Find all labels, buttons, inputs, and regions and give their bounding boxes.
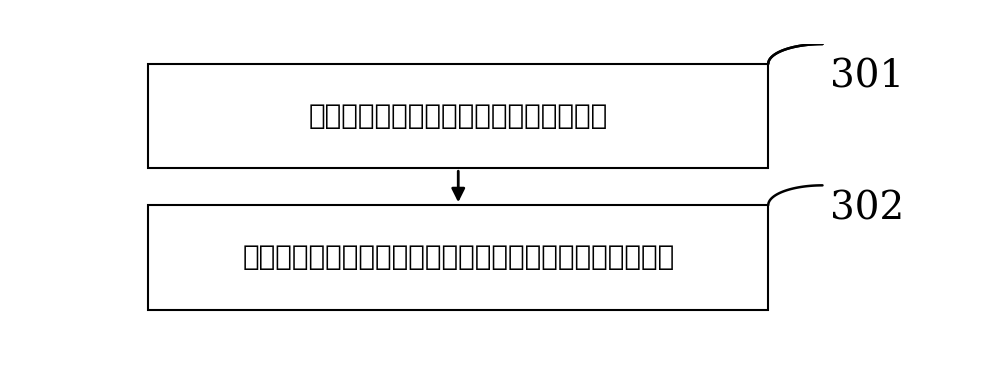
Text: 从每一份的样本影像数据中随机选择一个层面作为预设层面: 从每一份的样本影像数据中随机选择一个层面作为预设层面 [242, 243, 674, 271]
Text: 301: 301 [830, 58, 904, 95]
Text: 将包括多个层面的样本影像数据分成多份: 将包括多个层面的样本影像数据分成多份 [309, 102, 608, 130]
Text: 302: 302 [830, 191, 904, 228]
Bar [148, 205, 768, 310]
Bar [148, 64, 768, 168]
